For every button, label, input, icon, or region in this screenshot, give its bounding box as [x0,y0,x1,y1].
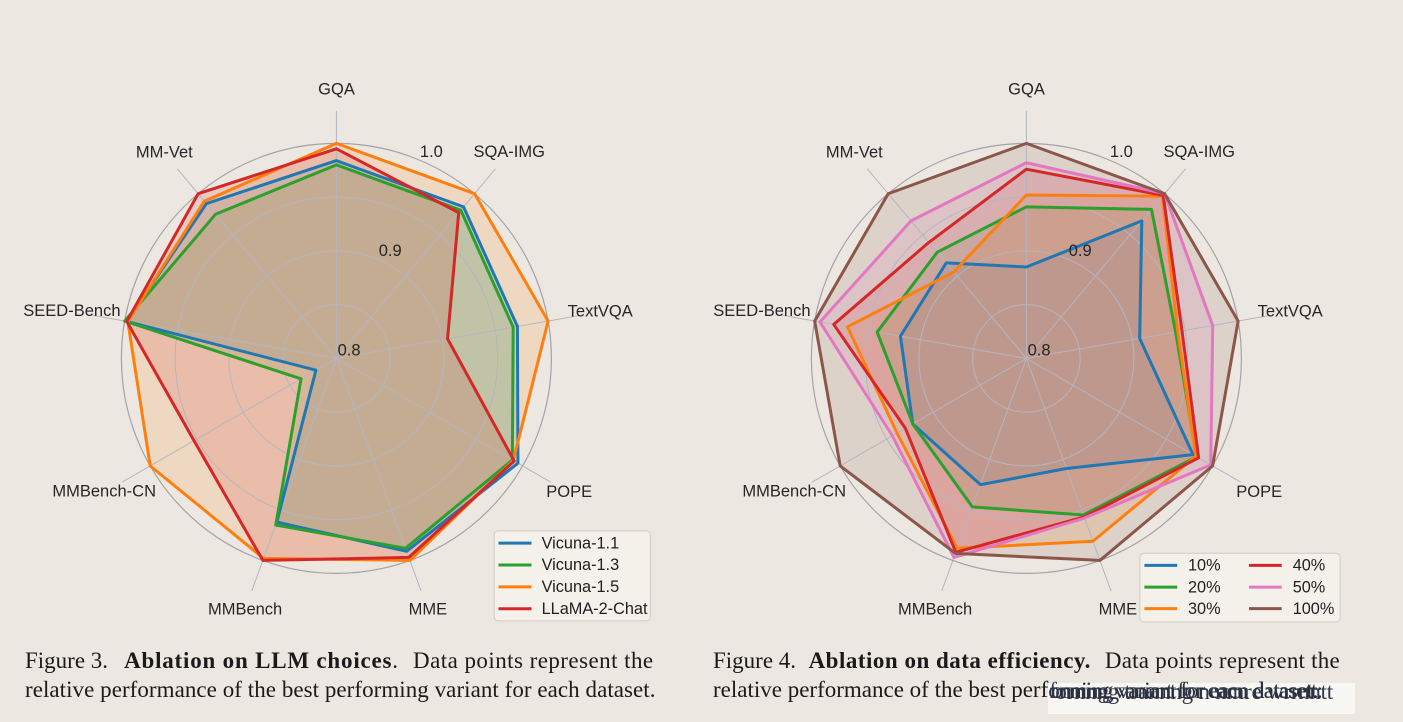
svg-text:MM-Vet: MM-Vet [826,144,883,162]
svg-text:SEED-Bench: SEED-Bench [23,302,120,320]
svg-text:30%: 30% [1188,600,1221,618]
svg-text:40%: 40% [1293,557,1326,575]
svg-text:0.9: 0.9 [1069,242,1092,260]
svg-text:MMBench: MMBench [208,601,282,619]
svg-text:0.8: 0.8 [338,341,361,359]
svg-text:POPE: POPE [1236,483,1282,501]
svg-text:1.0: 1.0 [420,143,443,161]
svg-text:0.9: 0.9 [379,242,402,260]
svg-text:0.8: 0.8 [1028,341,1051,359]
svg-text:LLaMA-2-Chat: LLaMA-2-Chat [542,600,648,618]
svg-text:1.0: 1.0 [1110,143,1133,161]
svg-text:MM-Vet: MM-Vet [136,144,193,162]
svg-text:50%: 50% [1293,578,1326,596]
svg-text:Vicuna-1.1: Vicuna-1.1 [542,534,620,552]
svg-text:SEED-Bench: SEED-Bench [713,302,810,320]
svg-text:Vicuna-1.3: Vicuna-1.3 [542,556,620,574]
svg-text:POPE: POPE [546,483,592,501]
svg-text:TextVQA: TextVQA [1258,303,1323,321]
svg-text:MMBench-CN: MMBench-CN [742,482,846,500]
svg-text:MME: MME [1099,601,1138,619]
svg-text:GQA: GQA [318,81,355,99]
svg-text:TextVQA: TextVQA [568,303,633,321]
svg-text:Vicuna-1.5: Vicuna-1.5 [542,578,620,596]
svg-text:10%: 10% [1188,557,1221,575]
svg-text:20%: 20% [1188,578,1221,596]
svg-text:SQA-IMG: SQA-IMG [473,143,545,161]
svg-text:100%: 100% [1293,600,1335,618]
svg-text:MME: MME [409,601,448,619]
svg-text:GQA: GQA [1008,81,1045,99]
svg-text:MMBench: MMBench [898,601,972,619]
svg-text:MMBench-CN: MMBench-CN [52,482,156,500]
svg-text:SQA-IMG: SQA-IMG [1163,143,1235,161]
